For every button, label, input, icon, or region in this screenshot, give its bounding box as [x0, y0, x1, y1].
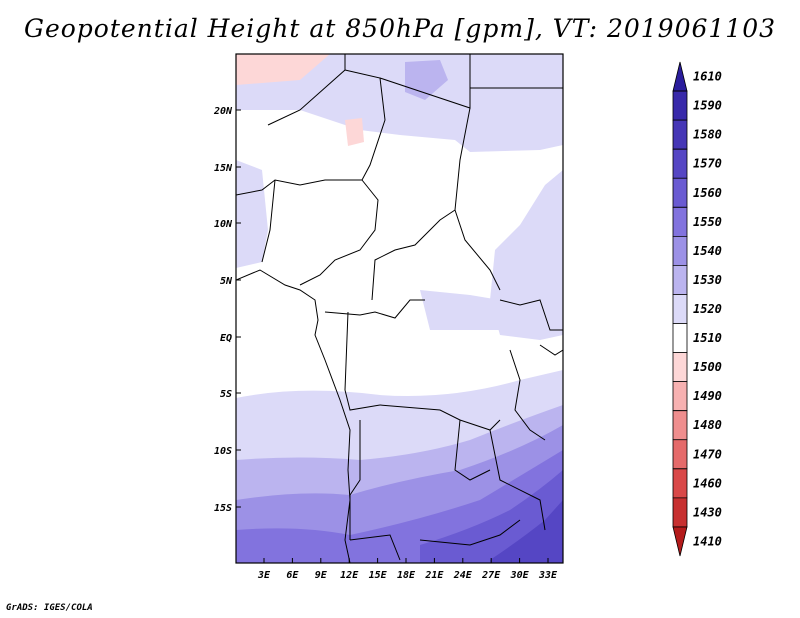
colorbar-label: 1510 — [693, 331, 722, 345]
lat-label: 15N — [214, 163, 233, 174]
lat-label: 10N — [214, 219, 233, 230]
lon-label: 21E — [424, 570, 444, 581]
lon-label: 15E — [369, 570, 388, 581]
colorbar-label: 1550 — [693, 215, 722, 229]
colorbar-label: 1480 — [693, 418, 722, 432]
country-borders — [236, 54, 563, 563]
lon-label: 33E — [538, 570, 558, 581]
colorbar-segment — [672, 323, 688, 353]
axis-ticks: 20N 15N 10N 5N EQ 5S 10S 15S 3E 6E 9E 12E 15E 18E 21E 2… — [213, 106, 558, 581]
lat-label: 5S — [220, 389, 232, 400]
colorbar-segment — [672, 265, 688, 295]
colorbar-label: 1410 — [693, 534, 722, 548]
colorbar-label: 1560 — [693, 186, 722, 200]
colorbar-segment — [672, 410, 688, 441]
colorbar-segment — [672, 177, 688, 208]
lat-label: 5N — [220, 276, 233, 287]
colorbar-segment — [672, 148, 688, 179]
colorbar: 1610 1590 1580 1570 1560 1550 1540 1530 1520 1510… — [672, 61, 722, 557]
chart-title: Geopotential Height at 850hPa [gpm], VT:… — [23, 14, 777, 43]
colorbar-segment — [672, 119, 688, 150]
colorbar-segment — [672, 526, 688, 557]
lon-label: 9E — [315, 570, 328, 581]
colorbar-segment — [672, 294, 688, 324]
lon-label: 6E — [286, 570, 299, 581]
colorbar-label: 1490 — [693, 389, 722, 403]
lat-label: 20N — [213, 106, 233, 117]
colorbar-segment — [672, 235, 688, 266]
colorbar-segment — [672, 497, 688, 528]
lat-label: 10S — [214, 446, 232, 457]
colorbar-segment — [672, 468, 688, 499]
grads-credit: GrADS: IGES/COLA — [6, 603, 93, 613]
colorbar-label: 1610 — [693, 70, 722, 84]
colorbar-label: 1500 — [693, 360, 722, 374]
colorbar-label: 1470 — [693, 447, 722, 461]
colorbar-segment — [672, 90, 688, 121]
lat-label: 15S — [214, 503, 232, 514]
map-frame — [235, 53, 564, 564]
lon-label: 30E — [510, 570, 530, 581]
colorbar-segment — [672, 352, 688, 383]
lon-label: 27E — [481, 570, 501, 581]
lon-label: 24E — [453, 570, 473, 581]
height-field — [236, 54, 563, 563]
colorbar-segment — [672, 206, 688, 237]
colorbar-label: 1430 — [693, 505, 722, 519]
colorbar-label: 1540 — [693, 244, 722, 258]
colorbar-label: 1460 — [693, 476, 722, 490]
colorbar-segment — [672, 439, 688, 470]
colorbar-label: 1520 — [693, 302, 722, 316]
lat-label: EQ — [220, 333, 232, 344]
lon-label: 3E — [257, 570, 271, 581]
colorbar-label: 1590 — [693, 99, 722, 113]
lon-label: 18E — [397, 570, 416, 581]
colorbar-label: 1530 — [693, 273, 722, 287]
colorbar-label: 1570 — [693, 157, 722, 171]
colorbar-segment — [672, 61, 688, 92]
colorbar-label: 1580 — [693, 128, 722, 142]
colorbar-segment — [672, 381, 688, 412]
lon-label: 12E — [340, 570, 359, 581]
